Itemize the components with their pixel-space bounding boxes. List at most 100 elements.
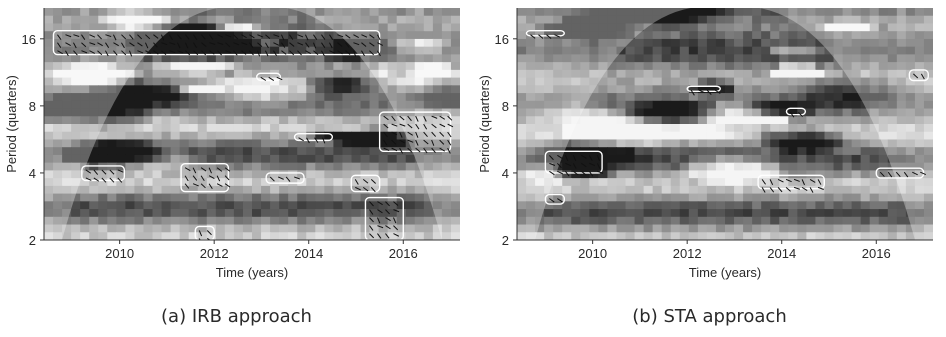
heatmap-cell	[860, 100, 871, 110]
heatmap-cell	[878, 154, 889, 164]
heatmap-cell	[734, 116, 744, 125]
heatmap-cell	[860, 154, 871, 164]
heatmap-cell	[89, 178, 99, 187]
phase-arrow	[97, 42, 103, 47]
heatmap-cell	[833, 85, 844, 94]
heatmap-cell	[432, 93, 443, 102]
heatmap-cell	[562, 216, 572, 226]
phase-arrow	[273, 50, 278, 57]
heatmap-cell	[261, 77, 271, 86]
heatmap-cell	[342, 85, 353, 94]
heatmap-cell	[351, 147, 362, 156]
heatmap-cell	[306, 201, 316, 210]
heatmap-cell	[414, 154, 425, 164]
heatmap-cell	[806, 108, 817, 117]
heatmap-cell	[360, 62, 371, 71]
heatmap-cell	[598, 100, 609, 110]
phase-arrow	[383, 147, 390, 152]
phase-arrow	[313, 50, 319, 55]
heatmap-cell	[580, 85, 590, 94]
heatmap-cell	[288, 54, 298, 63]
heatmap-cell	[842, 85, 853, 94]
heatmap-cell	[887, 31, 898, 40]
heatmap-cell	[252, 178, 262, 187]
heatmap-cell	[125, 216, 136, 226]
heatmap-cell	[580, 100, 590, 110]
phase-arrow	[423, 123, 428, 130]
phase-arrow	[554, 34, 561, 38]
heatmap-cell	[143, 23, 154, 32]
heatmap-cell	[188, 224, 199, 233]
heatmap-cell	[743, 85, 753, 94]
heatmap-cell	[860, 77, 871, 86]
heatmap-cell	[860, 178, 871, 187]
heatmap-cell	[414, 170, 425, 179]
heatmap-cell	[252, 15, 262, 25]
phase-arrow	[57, 42, 62, 48]
heatmap-cell	[134, 193, 145, 202]
phase-arrow	[345, 42, 350, 48]
heatmap-cell	[71, 185, 81, 195]
phase-arrow	[113, 50, 118, 56]
heatmap-cell	[333, 15, 344, 25]
heatmap-cell	[423, 62, 434, 71]
heatmap-cell	[134, 216, 145, 226]
heatmap-cell	[324, 209, 334, 218]
heatmap-cell	[535, 23, 545, 32]
heatmap-cell	[107, 224, 117, 233]
heatmap-cell	[715, 147, 726, 156]
heatmap-cell	[761, 31, 771, 40]
heatmap-cell	[526, 147, 536, 156]
heatmap-cell	[734, 108, 744, 117]
heatmap-cell	[306, 224, 316, 233]
heatmap-cell	[233, 147, 244, 156]
heatmap-cell	[598, 162, 609, 171]
heatmap-cell	[734, 216, 744, 226]
heatmap-cell	[89, 116, 99, 125]
phase-arrow	[369, 225, 374, 231]
heatmap-cell	[770, 77, 780, 86]
heatmap-cell	[779, 77, 789, 86]
heatmap-cell	[580, 216, 590, 226]
heatmap-cell	[670, 15, 681, 25]
heatmap-cell	[616, 162, 627, 171]
heatmap-cell	[252, 154, 262, 164]
heatmap-cell	[152, 8, 163, 17]
heatmap-cell	[270, 93, 280, 102]
heatmap-cell	[270, 193, 280, 202]
heatmap-cell	[761, 23, 771, 32]
heatmap-cell	[432, 232, 443, 240]
heatmap-cell	[324, 131, 334, 141]
heatmap-cell	[306, 170, 316, 179]
heatmap-cell	[526, 209, 536, 218]
heatmap-cell	[414, 178, 425, 187]
heatmap-cell	[306, 209, 316, 218]
heatmap-cell	[706, 170, 717, 179]
heatmap-cell	[670, 147, 681, 156]
heatmap-cell	[580, 31, 590, 40]
heatmap-cell	[634, 93, 645, 102]
heatmap-cell	[396, 178, 407, 187]
heatmap-cell	[734, 131, 744, 141]
heatmap-cell	[752, 100, 762, 110]
heatmap-cell	[152, 124, 163, 133]
heatmap-cell	[143, 124, 154, 133]
heatmap-cell	[387, 224, 398, 233]
heatmap-cell	[761, 69, 771, 79]
heatmap-cell	[851, 93, 862, 102]
heatmap-cell	[517, 93, 527, 102]
heatmap-cell	[405, 209, 416, 218]
heatmap-cell	[306, 216, 316, 226]
heatmap-cell	[152, 31, 163, 40]
heatmap-cell	[53, 108, 63, 117]
phase-arrow	[564, 171, 570, 177]
heatmap-cell	[396, 54, 407, 63]
phase-arrow	[329, 34, 334, 40]
heatmap-cell	[423, 154, 434, 164]
heatmap-cell	[161, 232, 172, 240]
heatmap-cell	[824, 124, 835, 133]
heatmap-cell	[715, 8, 726, 17]
heatmap-cell	[607, 170, 618, 179]
phase-arrow	[385, 225, 391, 230]
heatmap-cell	[197, 77, 208, 86]
